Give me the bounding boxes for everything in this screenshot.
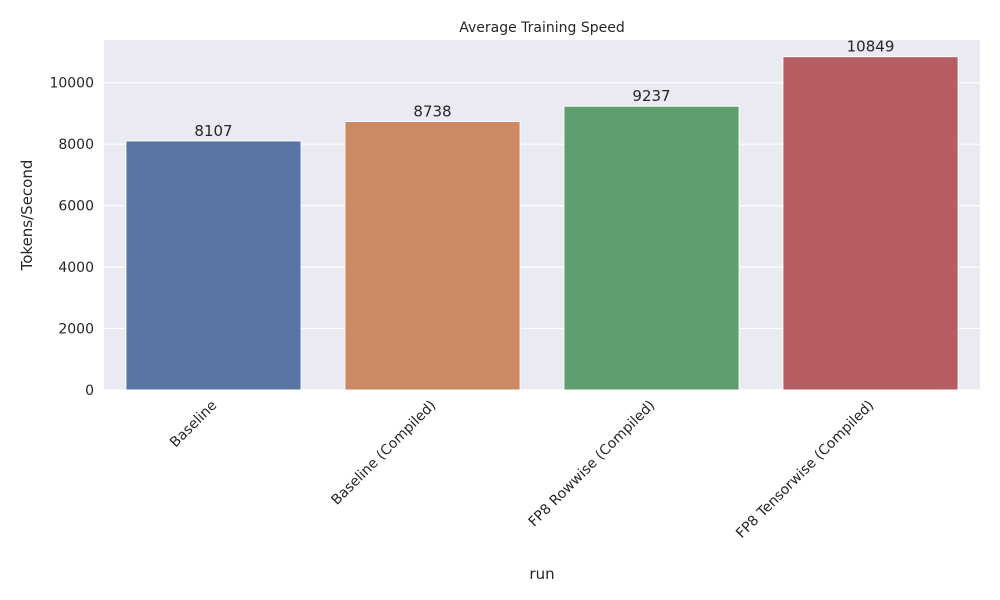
y-tick-label: 4000 xyxy=(58,260,94,276)
y-tick-label: 0 xyxy=(85,383,94,399)
x-tick-label: FP8 Tensorwise (Compiled) xyxy=(733,398,877,542)
bar-value-label: 10849 xyxy=(847,38,895,56)
y-tick-label: 6000 xyxy=(58,199,94,215)
x-tick-labels: Baseline Baseline (Compiled) FP8 Rowwise (… xyxy=(167,398,877,542)
chart-title: Average Training Speed xyxy=(459,20,625,36)
bar xyxy=(782,56,959,391)
bars xyxy=(125,56,959,391)
x-tick-label: Baseline xyxy=(167,398,220,451)
x-tick-label: Baseline (Compiled) xyxy=(328,398,439,509)
y-tick-label: 8000 xyxy=(58,137,94,153)
y-tick-labels: 0 2000 4000 6000 8000 10000 xyxy=(49,76,94,399)
x-axis-label: run xyxy=(529,565,554,583)
bar-value-label: 8107 xyxy=(194,122,232,140)
bar xyxy=(125,140,302,391)
bar-value-label: 9237 xyxy=(632,87,670,105)
x-tick-label: FP8 Rowwise (Compiled) xyxy=(526,398,659,531)
data-labels: 8107 8738 9237 10849 xyxy=(194,38,894,140)
y-tick-label: 2000 xyxy=(58,322,94,338)
bar xyxy=(563,105,740,391)
y-axis-label: Tokens/Second xyxy=(18,160,36,272)
bar-value-label: 8738 xyxy=(413,103,451,121)
y-tick-label: 10000 xyxy=(49,76,94,92)
bar xyxy=(344,121,521,391)
